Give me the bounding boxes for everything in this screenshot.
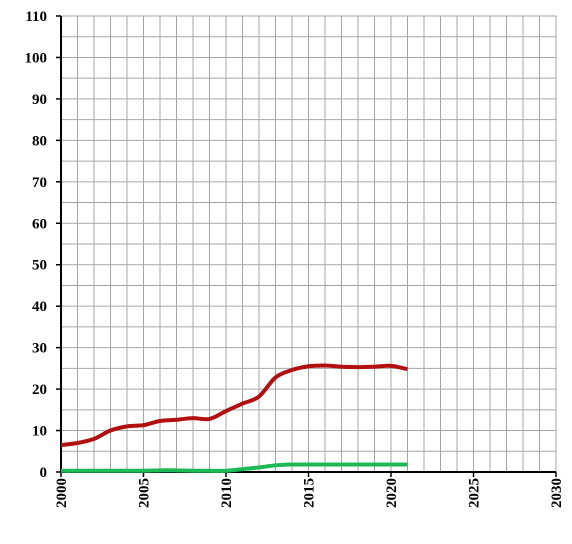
- y-tick-label: 80: [32, 133, 47, 149]
- y-tick-label: 10: [32, 424, 47, 440]
- series-layer: [60, 363, 408, 473]
- series-line-1: [60, 363, 408, 448]
- x-tick-label: 2010: [219, 478, 235, 508]
- y-tick-label: 70: [32, 175, 47, 191]
- y-tick-label: 40: [32, 299, 47, 315]
- x-tick-label: 2030: [549, 478, 565, 508]
- y-tick-label: 20: [32, 382, 47, 398]
- x-tick-labels: 2000 2005 2010 2015 2020 2025 2030: [54, 478, 565, 508]
- series-line-2: [61, 462, 408, 473]
- x-tick-label: 2020: [384, 478, 400, 508]
- y-tick-label: 60: [32, 216, 47, 232]
- y-tick-label: 90: [32, 92, 47, 108]
- y-tick-label: 100: [25, 50, 48, 66]
- y-tick-label: 0: [40, 465, 48, 481]
- x-tick-label: 2015: [302, 478, 318, 508]
- x-tick-label: 2005: [137, 478, 153, 508]
- y-tick-label: 110: [25, 9, 47, 25]
- x-tick-label: 2000: [54, 478, 70, 508]
- x-tick-label: 2025: [467, 478, 483, 508]
- axes: [56, 15, 557, 477]
- y-tick-label: 50: [32, 258, 47, 274]
- grid: [60, 15, 557, 473]
- y-tick-labels: 0 10 20 30 40 50 60 70 80 90 100 110: [25, 9, 48, 481]
- y-tick-label: 30: [32, 341, 47, 357]
